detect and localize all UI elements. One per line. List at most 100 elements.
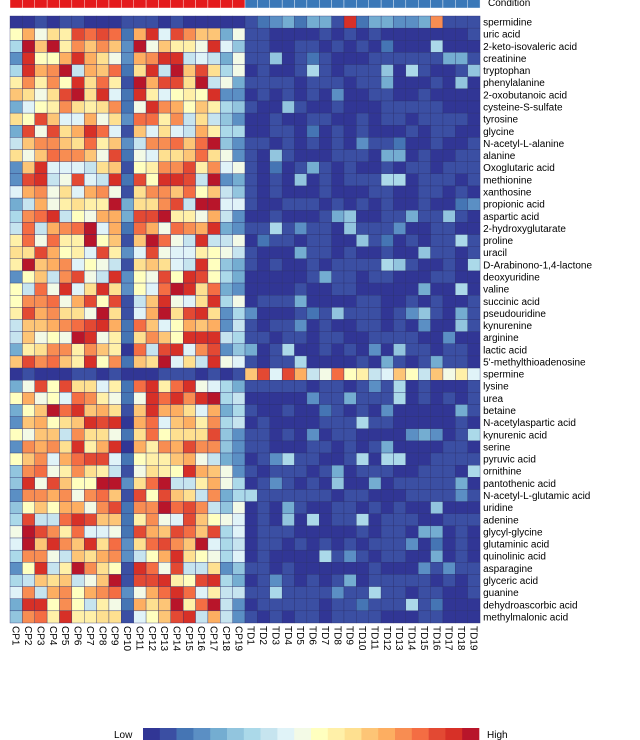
row-label: dehydroascorbic acid [483, 600, 577, 611]
heatmap-cell [343, 598, 357, 612]
heatmap-cell [455, 210, 468, 223]
heatmap-cell [207, 501, 221, 514]
heatmap-cell [467, 574, 481, 587]
heatmap-cell [405, 64, 419, 77]
heatmap-cell [331, 477, 345, 490]
heatmap-cell [158, 465, 171, 478]
heatmap-cell [430, 465, 444, 478]
heatmap-cell [207, 40, 221, 53]
heatmap-cell [133, 331, 147, 344]
row-label: proline [483, 236, 513, 247]
heatmap-cell [368, 380, 382, 393]
heatmap-cell [306, 15, 320, 29]
heatmap-cell [430, 52, 444, 65]
heatmap-cell [183, 27, 196, 41]
heatmap-cell [46, 210, 60, 223]
heatmap-cell [84, 367, 97, 381]
heatmap-cell [368, 465, 382, 478]
heatmap-cell [331, 501, 345, 514]
heatmap-cell [96, 525, 110, 539]
heatmap-cell [96, 270, 110, 284]
heatmap-cell [269, 610, 283, 624]
heatmap-cell [393, 64, 407, 77]
heatmap-cell [145, 270, 159, 284]
heatmap-cell [467, 610, 481, 624]
column-label: CP14 [171, 626, 182, 651]
heatmap-cell [343, 112, 357, 126]
heatmap-cell [84, 404, 97, 417]
heatmap-cell [22, 137, 35, 150]
heatmap-cell [343, 513, 357, 527]
heatmap-cell [405, 295, 419, 308]
heatmap-cell [343, 525, 357, 539]
heatmap-cell [183, 343, 196, 357]
heatmap-cell [84, 270, 97, 284]
heatmap-cell [269, 380, 283, 393]
heatmap-cell [368, 88, 382, 102]
heatmap-cell [455, 367, 468, 381]
heatmap-cell [96, 246, 110, 259]
heatmap-cell [356, 416, 369, 429]
heatmap-cell [121, 197, 134, 211]
heatmap-cell [418, 404, 431, 417]
heatmap-cell [46, 222, 60, 235]
heatmap-cell [467, 428, 481, 442]
heatmap-cell [257, 173, 270, 187]
heatmap-cell [306, 367, 320, 381]
heatmap-cell [306, 392, 320, 405]
heatmap-cell [430, 149, 444, 162]
heatmap-cell [356, 161, 369, 174]
heatmap-cell [195, 149, 209, 162]
heatmap-cell [269, 270, 283, 284]
heatmap-cell [232, 586, 246, 599]
heatmap-cell [46, 246, 60, 259]
heatmap-cell [133, 64, 147, 77]
heatmap-cell [71, 210, 85, 223]
heatmap-cell [343, 404, 357, 417]
heatmap-cell [108, 149, 122, 162]
heatmap-cell [368, 76, 382, 90]
heatmap-cell [442, 210, 456, 223]
heatmap-cell [96, 185, 110, 199]
heatmap-cell [133, 574, 147, 587]
heatmap-cell [59, 355, 73, 369]
heatmap-cell [405, 380, 419, 393]
heatmap-cell [84, 282, 97, 296]
heatmap-cell [343, 343, 357, 357]
heatmap-cell [380, 234, 394, 247]
heatmap-cell [467, 52, 481, 65]
heatmap-cell [393, 513, 407, 527]
column-label: CP6 [72, 626, 83, 646]
heatmap-cell [281, 343, 295, 357]
heatmap-cell [59, 76, 73, 90]
column-label: CP18 [220, 626, 231, 651]
heatmap-cell [145, 149, 159, 162]
heatmap-cell [207, 52, 221, 65]
heatmap-cell [59, 380, 73, 393]
heatmap-cell [418, 185, 431, 199]
heatmap-cell [430, 234, 444, 247]
heatmap-cell [418, 27, 431, 41]
heatmap-cell [133, 598, 147, 612]
heatmap-cell [158, 307, 171, 320]
heatmap-cell [380, 489, 394, 502]
heatmap-cell [442, 197, 456, 211]
heatmap-cell [207, 295, 221, 308]
heatmap-cell [368, 137, 382, 150]
heatmap-cell [220, 149, 233, 162]
heatmap-cell [170, 185, 184, 199]
heatmap-cell [257, 452, 270, 466]
heatmap-cell [34, 210, 48, 223]
heatmap-cell [121, 489, 134, 502]
condition-cell-TD15 [418, 0, 431, 9]
heatmap-cell [393, 562, 407, 575]
heatmap-cell [405, 197, 419, 211]
heatmap-cell [96, 173, 110, 187]
heatmap-cell [71, 88, 85, 102]
heatmap-cell [183, 392, 196, 405]
heatmap-cell [207, 513, 221, 527]
heatmap-cell [34, 15, 48, 29]
heatmap-cell [430, 367, 444, 381]
heatmap-cell [331, 88, 345, 102]
heatmap-cell [269, 355, 283, 369]
